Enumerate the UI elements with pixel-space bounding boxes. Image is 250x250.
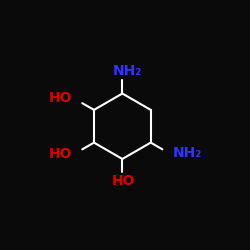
Text: HO: HO xyxy=(48,91,72,105)
Text: HO: HO xyxy=(112,174,135,188)
Text: HO: HO xyxy=(48,147,72,161)
Text: NH₂: NH₂ xyxy=(173,146,202,160)
Text: NH₂: NH₂ xyxy=(112,64,142,78)
